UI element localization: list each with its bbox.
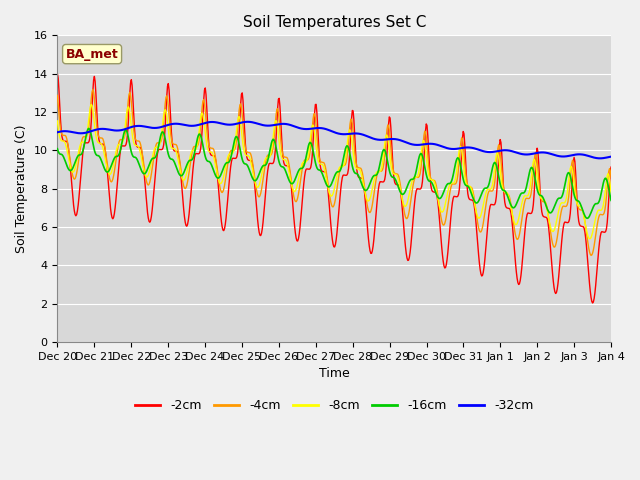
- Y-axis label: Soil Temperature (C): Soil Temperature (C): [15, 124, 28, 253]
- Text: BA_met: BA_met: [66, 48, 118, 60]
- Title: Soil Temperatures Set C: Soil Temperatures Set C: [243, 15, 426, 30]
- X-axis label: Time: Time: [319, 367, 349, 380]
- Legend: -2cm, -4cm, -8cm, -16cm, -32cm: -2cm, -4cm, -8cm, -16cm, -32cm: [130, 394, 538, 417]
